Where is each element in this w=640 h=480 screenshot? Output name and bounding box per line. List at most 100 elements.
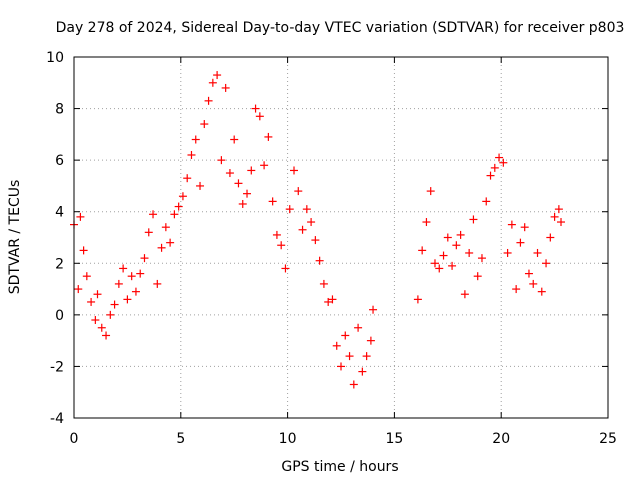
data-point bbox=[114, 279, 123, 288]
data-point bbox=[290, 166, 299, 175]
x-tick-label: 0 bbox=[70, 431, 79, 447]
y-tick-label: 0 bbox=[55, 308, 64, 324]
data-point bbox=[196, 181, 205, 190]
x-tick-label: 20 bbox=[492, 431, 510, 447]
data-point bbox=[486, 171, 495, 180]
data-point bbox=[110, 300, 119, 309]
data-point bbox=[533, 248, 542, 257]
data-point bbox=[448, 261, 457, 270]
data-points bbox=[70, 71, 566, 389]
tick-layer bbox=[73, 56, 609, 419]
data-point bbox=[91, 316, 100, 325]
data-point bbox=[166, 238, 175, 247]
data-point bbox=[354, 323, 363, 332]
data-point bbox=[170, 210, 179, 219]
data-point bbox=[337, 362, 345, 371]
data-point bbox=[456, 230, 465, 239]
data-point bbox=[217, 156, 226, 165]
data-point bbox=[324, 297, 333, 306]
data-point bbox=[230, 135, 239, 144]
data-point bbox=[213, 71, 222, 80]
data-point bbox=[136, 269, 145, 278]
data-point bbox=[332, 341, 341, 350]
x-tick-label: 15 bbox=[385, 431, 403, 447]
data-point bbox=[268, 197, 277, 206]
data-point bbox=[529, 279, 538, 288]
data-point bbox=[208, 78, 217, 87]
data-point bbox=[482, 197, 491, 206]
y-tick-label: 8 bbox=[55, 102, 64, 118]
data-point bbox=[477, 254, 486, 263]
y-tick-label: -2 bbox=[50, 359, 64, 375]
data-point bbox=[93, 290, 102, 299]
data-point bbox=[302, 205, 311, 214]
data-point bbox=[473, 272, 482, 281]
data-point bbox=[140, 254, 149, 263]
data-point bbox=[542, 259, 551, 268]
data-point bbox=[307, 218, 316, 227]
y-axis-label: SDTVAR / TECUs bbox=[7, 180, 23, 295]
data-point bbox=[460, 290, 469, 299]
data-point bbox=[281, 264, 290, 273]
y-tick-label: 10 bbox=[46, 50, 64, 66]
data-point bbox=[469, 215, 478, 224]
data-point bbox=[430, 259, 439, 268]
data-point bbox=[277, 241, 286, 250]
data-point bbox=[82, 272, 91, 281]
y-tick-label: 2 bbox=[55, 256, 64, 272]
data-point bbox=[546, 233, 555, 242]
data-point bbox=[366, 336, 375, 345]
data-point bbox=[178, 192, 187, 201]
data-point bbox=[272, 230, 281, 239]
data-point bbox=[490, 163, 499, 172]
y-tick-label: 6 bbox=[55, 153, 64, 169]
data-point bbox=[153, 279, 162, 288]
data-point bbox=[234, 179, 243, 188]
x-tick-label: 25 bbox=[599, 431, 617, 447]
chart-title: Day 278 of 2024, Sidereal Day-to-day VTE… bbox=[56, 20, 625, 36]
data-point bbox=[251, 104, 260, 113]
data-point bbox=[465, 248, 474, 257]
data-point bbox=[550, 212, 559, 221]
data-point bbox=[512, 285, 521, 294]
data-point bbox=[200, 120, 209, 129]
data-point bbox=[238, 199, 247, 208]
data-point bbox=[443, 233, 452, 242]
data-point bbox=[507, 220, 516, 229]
x-tick-label: 10 bbox=[279, 431, 297, 447]
data-point bbox=[183, 174, 192, 183]
data-point bbox=[362, 352, 371, 361]
data-point bbox=[221, 83, 230, 92]
data-point bbox=[161, 223, 170, 232]
data-point bbox=[157, 243, 166, 252]
tick-labels: 0 5 10 15 20 25 -4 -2 0 2 4 6 8 10 bbox=[46, 50, 617, 447]
data-point bbox=[123, 295, 132, 304]
data-point bbox=[298, 225, 307, 234]
data-point bbox=[131, 287, 140, 296]
data-point bbox=[225, 169, 234, 178]
data-point bbox=[76, 212, 85, 221]
data-point bbox=[554, 205, 563, 214]
data-point bbox=[520, 223, 529, 232]
data-point bbox=[452, 241, 461, 250]
data-point bbox=[516, 238, 525, 247]
data-point bbox=[204, 96, 213, 105]
data-point bbox=[97, 323, 106, 332]
data-point bbox=[358, 367, 367, 376]
data-point bbox=[79, 246, 88, 255]
data-point bbox=[499, 158, 508, 167]
data-point bbox=[524, 269, 533, 278]
data-point bbox=[413, 295, 422, 304]
data-point bbox=[87, 297, 96, 306]
y-tick-label: 4 bbox=[55, 205, 64, 221]
data-point bbox=[341, 331, 350, 340]
data-point bbox=[260, 161, 269, 170]
data-point bbox=[106, 310, 115, 319]
data-point bbox=[247, 166, 256, 175]
data-point bbox=[102, 331, 111, 340]
x-axis-label: GPS time / hours bbox=[281, 459, 398, 475]
data-point bbox=[294, 187, 303, 196]
data-point bbox=[319, 279, 328, 288]
